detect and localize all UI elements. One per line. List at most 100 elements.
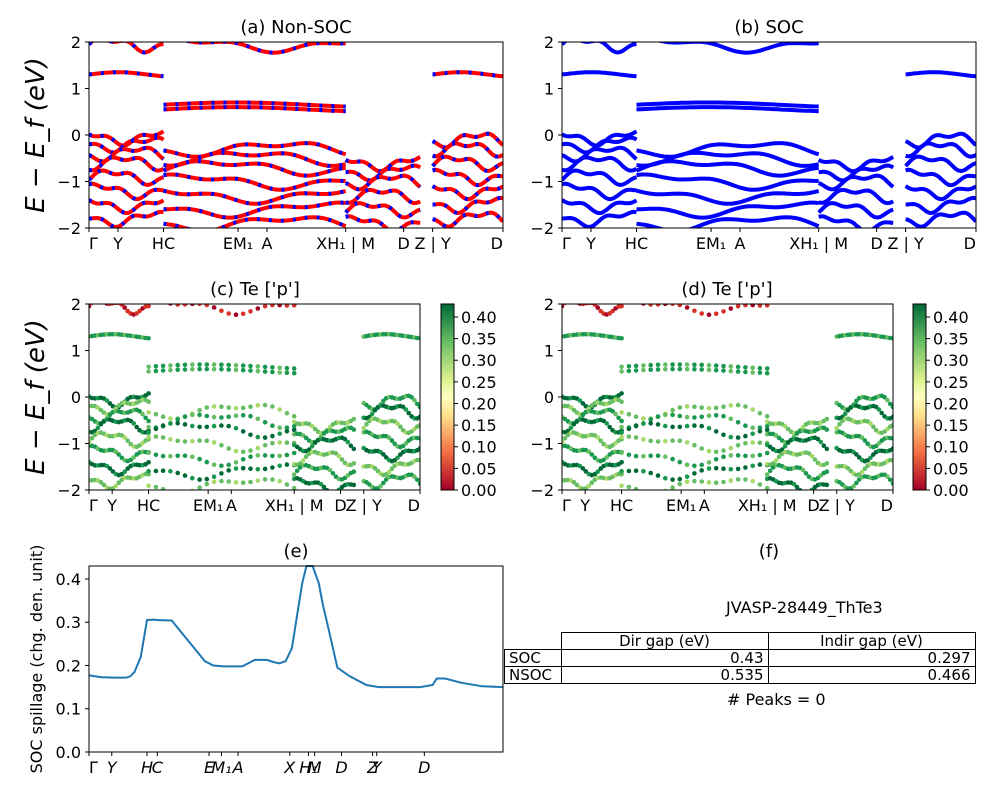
colorbar-tick-label: 0.40 [933,308,969,327]
band-point [743,440,748,446]
band-point [706,448,712,454]
band-point [291,414,297,419]
band-line-overlay [89,155,165,173]
peaks-count: # Peaks = 0 [727,690,826,709]
band-point [801,491,806,496]
panel-d-title: (d) Te ['p'] [681,279,772,300]
table-corner [505,633,562,650]
band-point [879,410,884,416]
band-line [636,141,820,159]
colorbar-tick-label: 0.10 [933,438,969,457]
band-point [255,416,261,422]
band-point [211,440,217,445]
band-point [134,424,139,430]
band-point [270,477,275,482]
band-line [344,201,421,220]
band-point [890,336,893,341]
band-point [306,447,312,452]
band-point [684,366,690,372]
band-point [677,424,683,430]
band-point [655,304,661,307]
band-line-overlay [89,135,165,155]
x-tick-label: A [262,234,273,253]
band-point [641,363,646,368]
band-point [270,453,275,459]
band-point [262,369,268,374]
band-point [750,304,755,308]
band-line [182,42,346,55]
band-point [677,405,683,410]
band-point [262,420,268,425]
band-point [255,453,261,458]
colorbar-tick-label: 0.30 [461,351,497,370]
band-point [699,414,704,420]
band-point [107,466,113,471]
band-point [226,468,231,473]
table-row-label: SOC [504,649,562,667]
band-point [197,456,202,462]
band-point [807,490,812,495]
band-point [364,422,369,427]
table-row: NSOC 0.535 0.466 [504,666,976,684]
band-point [146,450,151,456]
band-point [583,469,589,474]
band-point [692,442,697,448]
band-point [226,423,231,429]
band-ylabel-text: E − E_f (eV) [21,319,51,475]
band-point [277,407,283,412]
band-point [146,297,151,302]
band-point [699,311,704,316]
band-point [663,454,668,460]
band-point [851,483,856,489]
band-point [414,477,420,483]
band-point [890,481,893,486]
band-point [633,368,639,373]
band-point [369,411,375,417]
band-line [904,131,976,150]
band-point [764,370,770,376]
band-point [750,463,755,469]
band-point [226,479,231,484]
band-point [871,424,876,430]
band-point [226,367,231,372]
band-point [757,429,763,434]
colorbar-tick-label: 0.05 [461,459,497,478]
band-point [233,413,239,419]
band-point [859,435,865,441]
band-point [248,363,253,369]
band-line-overlay [432,167,503,188]
band-point [633,486,639,490]
x-tick-label: D [408,496,420,515]
spillage-line [88,565,504,689]
x-tick-label: Z | Y [414,234,451,253]
band-point [146,424,151,430]
x-tick-label: EM₁ [666,496,696,515]
band-line [636,100,819,109]
band-point [417,336,420,341]
band-point [562,439,565,445]
band-point [750,425,755,431]
y-tick-label: −2 [57,219,81,238]
y-tick-label: −1 [530,173,554,192]
band-point [211,305,217,310]
band-point [586,483,592,489]
band-point [248,413,253,419]
band-point [131,421,136,426]
colorbar-tick-label: 0.35 [933,330,969,349]
band-point [168,416,173,421]
band-point [122,305,127,310]
band-point [226,405,231,410]
band-point [663,488,668,490]
band-point [417,436,420,441]
band-point [882,394,887,400]
band-point [113,449,119,455]
x-tick-label: HC [610,496,633,515]
band-point [219,362,224,368]
band-point [885,397,890,403]
x-tick-label: A [232,758,244,777]
band-point [607,424,612,430]
y-tick-label: 0.1 [56,700,81,719]
band-point [728,403,734,408]
band-point [98,480,104,485]
band-point [240,367,246,373]
